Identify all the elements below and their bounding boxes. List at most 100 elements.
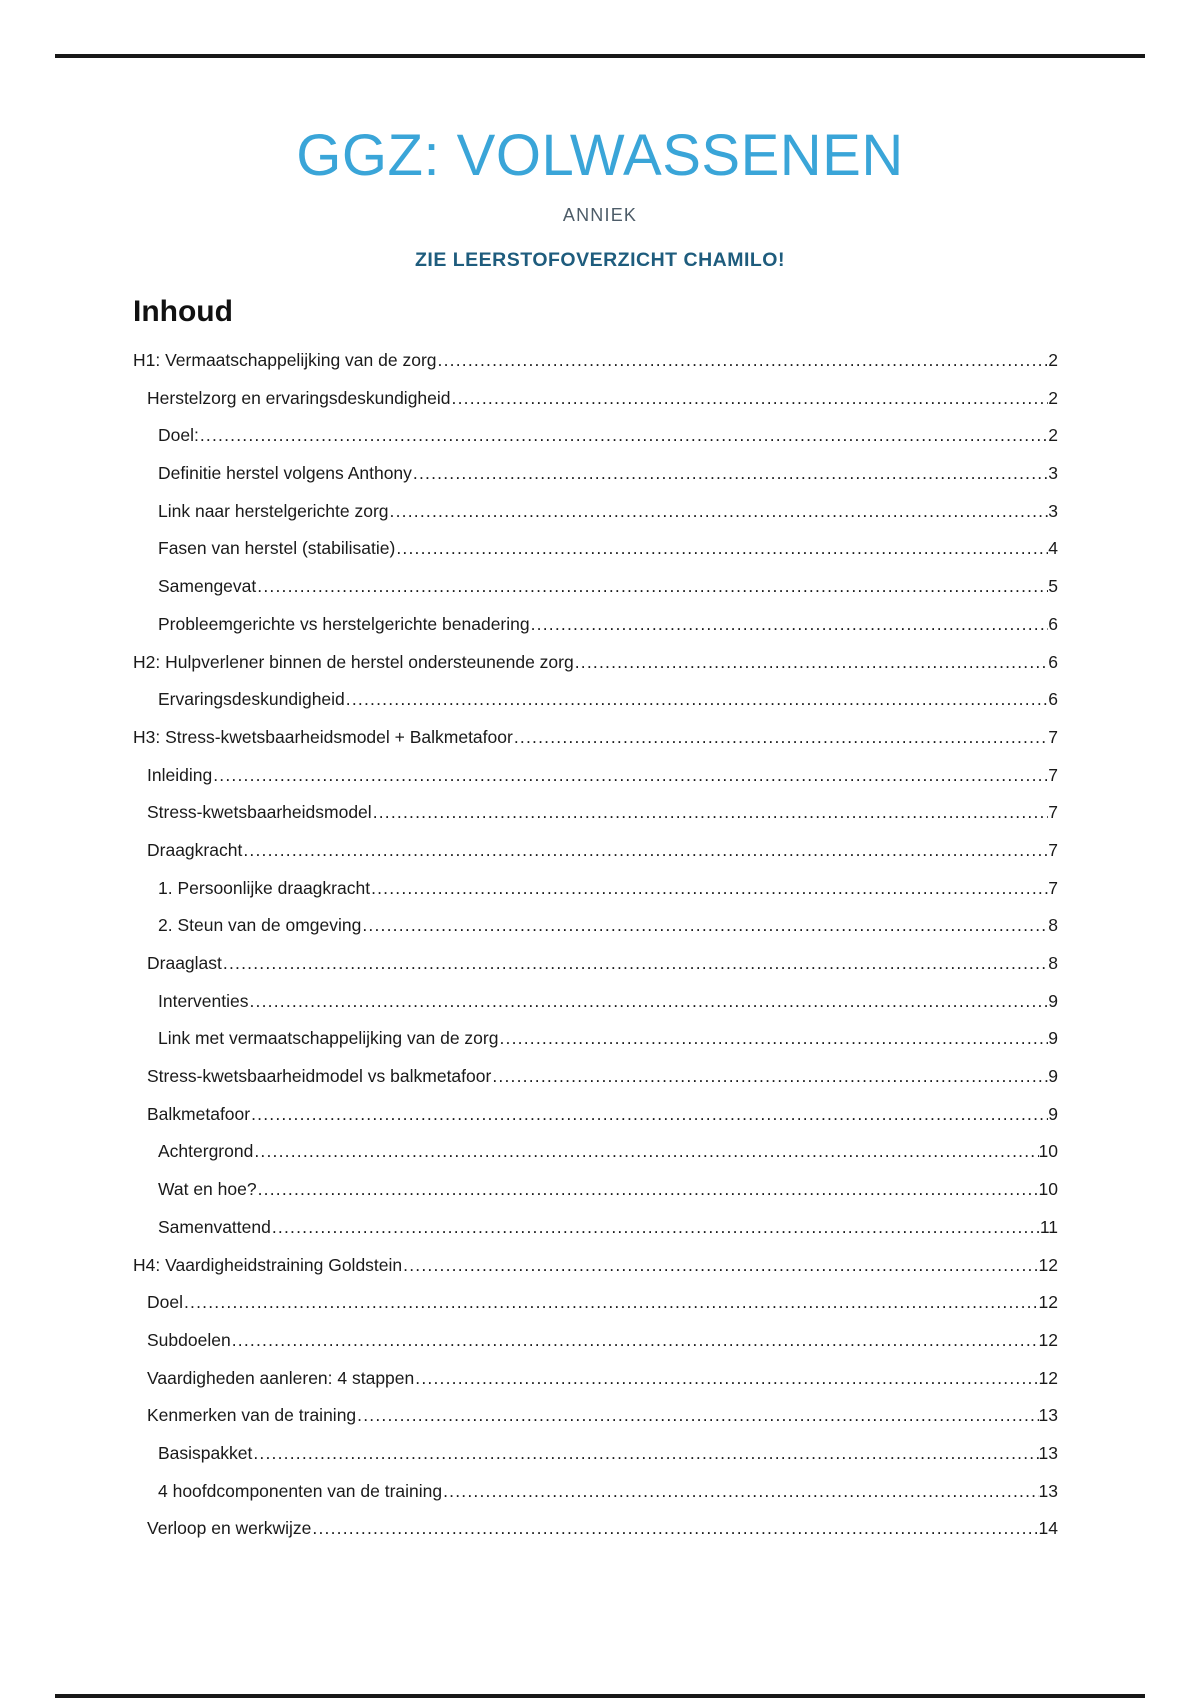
toc-entry-label: Link naar herstelgerichte zorg (158, 500, 389, 521)
toc-entry-page: 7 (1048, 877, 1058, 898)
toc-leader-dots: ........................................… (251, 1103, 1048, 1124)
toc-entry-label: Verloop en werkwijze (147, 1518, 312, 1539)
toc-entry: Subdoelen...............................… (133, 1325, 1058, 1363)
toc-entry-page: 7 (1048, 726, 1058, 747)
toc-entry-label: Doel: (158, 425, 199, 446)
toc-entry-label: Balkmetafoor (147, 1103, 251, 1124)
toc-entry: H1: Vermaatschappelijking van de zorg...… (133, 345, 1058, 383)
toc-leader-dots: ........................................… (437, 350, 1049, 370)
toc-leader-dots: ........................................… (257, 1179, 1039, 1200)
toc-entry-label: Vaardigheden aanleren: 4 stappen (147, 1367, 415, 1388)
toc-leader-dots: ........................................… (231, 1329, 1039, 1350)
author-name: ANNIEK (562, 205, 638, 225)
toc-entry-page: 4 (1048, 538, 1058, 559)
toc-entry: Inleiding...............................… (133, 760, 1058, 798)
toc-entry: Verloop en werkwijze....................… (133, 1513, 1058, 1551)
toc-entry-label: Link met vermaatschappelijking van de zo… (158, 1028, 499, 1049)
toc-entry: Doel....................................… (133, 1287, 1058, 1325)
toc-entry-page: 6 (1048, 651, 1058, 672)
toc-leader-dots: ........................................… (396, 538, 1048, 559)
toc-leader-dots: ........................................… (371, 877, 1049, 898)
toc-entry-label: Doel (147, 1292, 183, 1313)
toc-entry-page: 3 (1048, 463, 1058, 484)
toc-entry: H2: Hulpverlener binnen de herstel onder… (133, 647, 1058, 685)
toc-entry-label: Draagkracht (147, 839, 243, 860)
notice-line: ZIE LEERSTOFOVERZICHT CHAMILO! (415, 249, 785, 271)
toc-entry-label: Fasen van herstel (stabilisatie) (158, 538, 396, 559)
toc-entry-page: 7 (1048, 802, 1058, 823)
toc-entry-page: 6 (1048, 613, 1058, 634)
toc-entry-label: 4 hoofdcomponenten van de training (158, 1480, 443, 1501)
toc-entry-label: Probleemgerichte vs herstelgerichte bena… (158, 613, 530, 634)
toc-leader-dots: ........................................… (530, 613, 1049, 634)
toc-entry-label: Stress-kwetsbaarheidmodel vs balkmetafoo… (147, 1066, 492, 1087)
toc-entry-label: Interventies (158, 990, 249, 1011)
toc-entry-label: Stress-kwetsbaarheidsmodel (147, 802, 372, 823)
toc-leader-dots: ........................................… (415, 1367, 1039, 1388)
toc-entry: Definitie herstel volgens Anthony.......… (133, 458, 1058, 496)
toc-entry-page: 13 (1038, 1480, 1058, 1501)
document-title: GGZ: VOLWASSENEN (296, 123, 904, 188)
toc-entry: H3: Stress-kwetsbaarheidsmodel + Balkmet… (133, 722, 1058, 760)
toc-entry: 1. Persoonlijke draagkracht.............… (133, 873, 1058, 911)
toc-leader-dots: ........................................… (213, 764, 1049, 785)
toc-entry-page: 9 (1048, 1103, 1058, 1124)
toc-entry: Link naar herstelgerichte zorg..........… (133, 496, 1058, 534)
toc-leader-dots: ........................................… (345, 689, 1048, 710)
toc-entry-label: Definitie herstel volgens Anthony (158, 463, 412, 484)
toc-entry: Draaglast...............................… (133, 948, 1058, 986)
toc-entry: Achtergrond.............................… (133, 1136, 1058, 1174)
toc-entry-label: Samengevat (158, 576, 257, 597)
toc-leader-dots: ........................................… (499, 1028, 1048, 1049)
toc-entry-label: Subdoelen (147, 1329, 231, 1350)
toc-entry-page: 2 (1048, 425, 1058, 446)
toc-entry-page: 9 (1048, 1066, 1058, 1087)
toc-entry: 2. Steun van de omgeving................… (133, 910, 1058, 948)
toc-entry: 4 hoofdcomponenten van de training......… (133, 1476, 1058, 1514)
toc-leader-dots: ........................................… (389, 500, 1049, 521)
toc-entry-label: H4: Vaardigheidstraining Goldstein (133, 1254, 403, 1275)
toc-leader-dots: ........................................… (574, 651, 1049, 672)
toc-entry-label: 2. Steun van de omgeving (158, 915, 362, 936)
toc-entry: H4: Vaardigheidstraining Goldstein......… (133, 1250, 1058, 1288)
toc-entry-label: Wat en hoe? (158, 1179, 257, 1200)
toc-entry: Interventies............................… (133, 986, 1058, 1024)
toc-list: H1: Vermaatschappelijking van de zorg...… (133, 345, 1058, 1551)
toc-entry-label: H3: Stress-kwetsbaarheidsmodel + Balkmet… (133, 726, 513, 747)
toc-leader-dots: ........................................… (492, 1066, 1048, 1087)
toc-entry-label: 1. Persoonlijke draagkracht (158, 877, 371, 898)
toc-entry: Draagkracht.............................… (133, 835, 1058, 873)
top-rule (55, 54, 1145, 58)
toc-entry-label: Herstelzorg en ervaringsdeskundigheid (147, 387, 451, 408)
toc-entry-page: 12 (1038, 1367, 1058, 1388)
toc-entry: Samenvattend............................… (133, 1212, 1058, 1250)
toc-entry: Probleemgerichte vs herstelgerichte bena… (133, 609, 1058, 647)
toc-leader-dots: ........................................… (451, 387, 1049, 408)
toc-entry-label: H2: Hulpverlener binnen de herstel onder… (133, 651, 574, 672)
toc-leader-dots: ........................................… (254, 1141, 1039, 1162)
toc-entry: Basispakket.............................… (133, 1438, 1058, 1476)
toc-entry-label: Basispakket (158, 1442, 253, 1463)
toc-entry-label: Ervaringsdeskundigheid (158, 689, 345, 710)
toc-entry: Samengevat..............................… (133, 571, 1058, 609)
toc-entry-page: 10 (1038, 1179, 1058, 1200)
toc-entry: Stress-kwetsbaarheidsmodel..............… (133, 797, 1058, 835)
toc-leader-dots: ........................................… (372, 802, 1049, 823)
toc-entry-page: 8 (1048, 953, 1058, 973)
toc-entry: Link met vermaatschappelijking van de zo… (133, 1023, 1058, 1061)
toc-leader-dots: ........................................… (403, 1254, 1039, 1275)
toc-entry-page: 13 (1038, 1405, 1058, 1426)
toc-entry-page: 9 (1048, 990, 1058, 1011)
toc-leader-dots: ........................................… (253, 1442, 1039, 1463)
toc-entry-page: 2 (1048, 387, 1058, 408)
toc-entry-page: 9 (1048, 1028, 1058, 1049)
bottom-rule (55, 1694, 1145, 1698)
toc-entry-page: 11 (1039, 1216, 1058, 1237)
toc-entry-page: 6 (1048, 689, 1058, 710)
toc-entry-page: 10 (1038, 1141, 1058, 1162)
toc-leader-dots: ........................................… (257, 576, 1048, 597)
toc-entry-page: 2 (1048, 350, 1058, 370)
toc-entry: Ervaringsdeskundigheid..................… (133, 684, 1058, 722)
toc-leader-dots: ........................................… (199, 425, 1049, 446)
